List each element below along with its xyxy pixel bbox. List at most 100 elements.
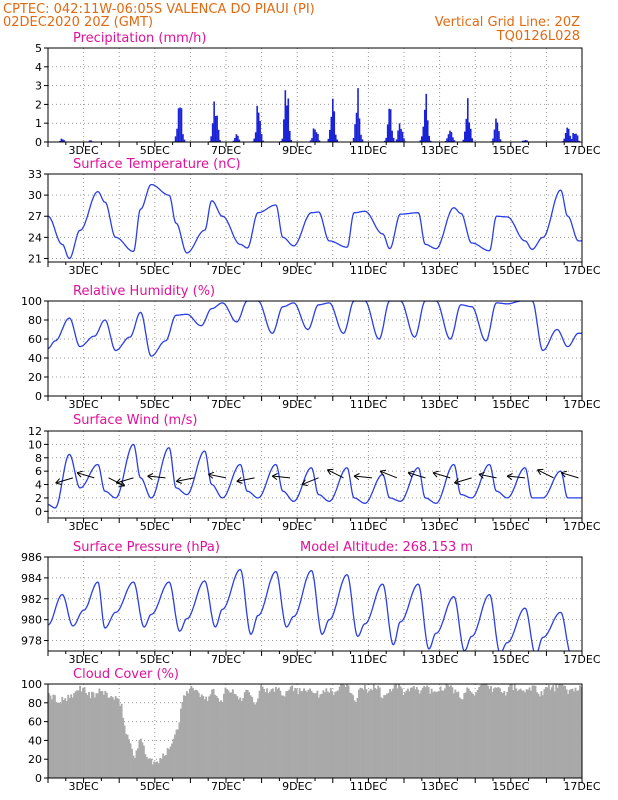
cloud-cover-bar bbox=[263, 688, 265, 778]
cloud-cover-bar bbox=[558, 684, 561, 778]
cloud-cover-bar bbox=[570, 689, 573, 778]
precipitation-bar bbox=[563, 138, 565, 142]
cloud-cover-bar bbox=[255, 702, 258, 778]
panel-6: 0 20 40 60 80 100 3DEC 5DEC 7DEC 9DEC 11DEC 13DEC 15… bbox=[21, 667, 601, 793]
cloud-cover-bar bbox=[334, 691, 337, 778]
cloud-cover-bar bbox=[448, 686, 451, 778]
cloud-cover-bar bbox=[102, 694, 105, 778]
cloud-cover-bar bbox=[552, 684, 555, 778]
cloud-cover-bar bbox=[125, 734, 128, 778]
cloud-cover-bar bbox=[306, 691, 308, 778]
y-tick-label: 2 bbox=[35, 492, 42, 505]
cloud-cover-bar bbox=[153, 761, 156, 778]
cloud-cover-bar bbox=[288, 689, 291, 778]
cloud-cover-bar bbox=[178, 722, 181, 778]
cloud-cover-bar bbox=[454, 689, 457, 778]
cloud-cover-bar bbox=[312, 692, 314, 778]
precipitation-bar bbox=[290, 139, 293, 142]
cloud-cover-bar bbox=[237, 699, 240, 778]
x-tick-label: 15DEC bbox=[492, 144, 529, 157]
precipitation-bar bbox=[498, 131, 500, 142]
cloud-cover-bar bbox=[105, 692, 108, 778]
x-tick-label: 13DEC bbox=[421, 653, 458, 666]
cloud-cover-bar bbox=[325, 688, 328, 778]
precipitation-bar bbox=[401, 131, 404, 142]
cloud-cover-bar bbox=[355, 701, 357, 778]
cloud-cover-bar bbox=[191, 687, 194, 778]
precipitation-bar bbox=[446, 138, 448, 142]
cloud-cover-bar bbox=[398, 684, 400, 778]
wind-arrow bbox=[176, 477, 195, 482]
cloud-cover-bar bbox=[99, 691, 102, 778]
cloud-cover-bar bbox=[383, 695, 386, 778]
cloud-cover-bar bbox=[368, 690, 371, 778]
precipitation-bar bbox=[576, 135, 579, 142]
precipitation-bar bbox=[564, 132, 567, 142]
x-tick-label: 7DEC bbox=[211, 520, 241, 533]
precipitation-bar bbox=[452, 137, 454, 142]
precipitation-bar bbox=[329, 129, 331, 142]
cloud-cover-bar bbox=[316, 690, 319, 778]
cloud-cover-bar bbox=[436, 691, 439, 778]
cloud-cover-bar bbox=[182, 695, 185, 778]
precipitation-bar bbox=[357, 88, 359, 142]
x-tick-label: 7DEC bbox=[211, 264, 241, 277]
cloud-cover-bar bbox=[444, 688, 446, 778]
precipitation-bar bbox=[60, 138, 63, 142]
cloud-cover-bar bbox=[85, 692, 87, 778]
precipitation-bar bbox=[286, 105, 288, 142]
cloud-cover-bar bbox=[326, 691, 329, 778]
cloud-cover-bar bbox=[184, 695, 187, 778]
x-tick-label: 3DEC bbox=[69, 653, 99, 666]
x-tick-label: 11DEC bbox=[350, 264, 387, 277]
cloud-cover-bar bbox=[180, 708, 182, 778]
cloud-cover-bar bbox=[350, 693, 353, 778]
cloud-cover-bar bbox=[421, 687, 424, 778]
cloud-cover-bar bbox=[71, 697, 74, 778]
precipitation-bar bbox=[284, 90, 287, 142]
cloud-cover-bar bbox=[104, 691, 107, 778]
x-tick-label: 9DEC bbox=[282, 780, 312, 793]
cloud-cover-bar bbox=[536, 692, 538, 778]
cloud-cover-bar bbox=[233, 693, 236, 778]
cloud-cover-bar bbox=[574, 687, 577, 778]
x-tick-label: 15DEC bbox=[492, 398, 529, 411]
cloud-cover-bar bbox=[243, 692, 246, 778]
header-location: CPTEC: 042:11W-06:05S VALENCA DO PIAUI (… bbox=[3, 2, 315, 17]
cloud-cover-bar bbox=[362, 689, 365, 778]
precipitation-bar bbox=[495, 118, 497, 142]
wind-arrow bbox=[561, 472, 579, 479]
wind-arrow bbox=[208, 473, 227, 479]
cloud-cover-bar bbox=[405, 690, 408, 778]
precipitation-bar bbox=[210, 136, 212, 142]
precipitation-bar bbox=[318, 140, 321, 142]
wind-arrow-head bbox=[454, 478, 461, 485]
cloud-cover-bar bbox=[356, 697, 359, 778]
cloud-cover-bar bbox=[113, 699, 116, 778]
x-tick-label: 13DEC bbox=[421, 780, 458, 793]
cloud-cover-bar bbox=[234, 694, 237, 778]
series-line bbox=[48, 301, 582, 357]
cloud-cover-bar bbox=[472, 693, 475, 778]
cloud-cover-bar bbox=[497, 686, 500, 778]
cloud-cover-bar bbox=[142, 745, 145, 778]
precipitation-bar bbox=[469, 128, 472, 142]
cloud-cover-bar bbox=[577, 690, 580, 778]
cloud-cover-bar bbox=[261, 686, 264, 778]
precipitation-bar bbox=[309, 140, 312, 142]
cloud-cover-bar bbox=[507, 687, 510, 778]
x-tick-label: 5DEC bbox=[140, 653, 170, 666]
panel-title: Surface Wind (m/s) bbox=[73, 413, 197, 428]
cloud-cover-bar bbox=[530, 690, 532, 778]
cloud-cover-bar bbox=[65, 701, 68, 778]
precipitation-bar bbox=[283, 119, 285, 142]
header-grid-line: Vertical Grid Line: 20Z bbox=[435, 15, 580, 30]
precipitation-bar bbox=[425, 93, 428, 142]
plot-area bbox=[48, 568, 570, 651]
cloud-cover-bar bbox=[331, 691, 334, 778]
cloud-cover-bar bbox=[240, 701, 243, 778]
y-tick-label: 1 bbox=[35, 117, 42, 130]
precipitation-bar bbox=[182, 134, 184, 142]
cloud-cover-bar bbox=[309, 688, 311, 778]
cloud-cover-bar bbox=[329, 688, 332, 778]
